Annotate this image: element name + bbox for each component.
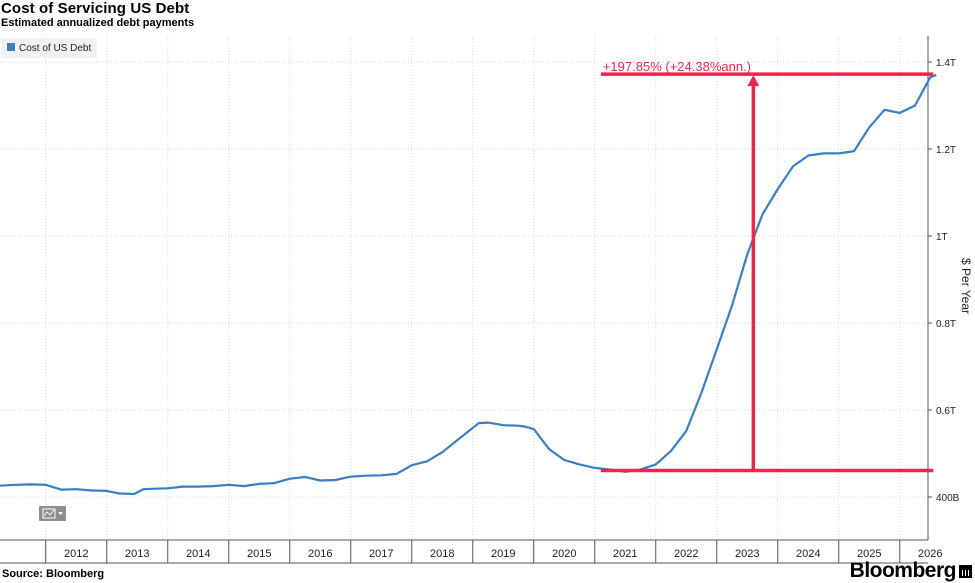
y-axis-label: $ Per Year (959, 258, 973, 314)
x-axis: 2012 2013 2014 2015 2016 2017 2018 2019 2020 2021… (0, 539, 942, 564)
y-tick-label: 1.4T (936, 58, 956, 69)
x-tick-label: 2019 (491, 548, 515, 560)
x-tick-label: 2017 (369, 548, 393, 560)
x-tick-label: 2023 (735, 548, 759, 560)
x-tick-label: 2024 (796, 548, 820, 560)
x-tick-label: 2018 (430, 548, 454, 560)
brand-name: Bloomberg (849, 559, 957, 582)
x-tick-label: 2020 (552, 548, 576, 560)
y-tick-label: 1T (936, 232, 948, 243)
chart-type-menu-button[interactable] (39, 506, 66, 521)
x-tick-label: 2016 (308, 548, 332, 560)
y-tick-labels: 400B 0.6T 0.8T 1T 1.2T 1.4T (936, 58, 960, 504)
chart-title: Cost of Servicing US Debt (1, 0, 190, 17)
legend-label: Cost of US Debt (19, 43, 91, 54)
line-chart-icon (42, 508, 56, 519)
annotation-layer: +197.85% (+24.38%ann.) (600, 59, 934, 473)
source-note: Source: Bloomberg (2, 568, 105, 580)
bloomberg-bars-icon (959, 564, 972, 578)
gridlines (0, 36, 928, 540)
x-tick-label: 2022 (674, 548, 698, 560)
chevron-down-icon (58, 512, 63, 515)
x-tick-label: 2015 (247, 548, 271, 560)
series-layer (0, 73, 937, 496)
bloomberg-logo: Bloomberg (850, 559, 972, 583)
x-tick-label: 2021 (613, 548, 637, 560)
annotation-label: +197.85% (+24.38%ann.) (603, 59, 751, 74)
legend-background (1, 38, 97, 58)
chart-subtitle: Estimated annualized debt payments (1, 17, 195, 29)
annotation-arrow-head (747, 75, 760, 87)
series-line (0, 73, 937, 496)
x-tick-label: 2026 (918, 548, 942, 560)
plot-frame (927, 36, 932, 540)
y-tick-label: 0.6T (936, 406, 956, 417)
x-tick-label: 2025 (857, 548, 881, 560)
legend-swatch (7, 43, 15, 51)
y-tick-label: 400B (936, 493, 960, 504)
legend: Cost of US Debt (1, 38, 97, 58)
x-tick-label: 2012 (64, 548, 88, 560)
chart-type-menu-background[interactable] (39, 506, 66, 521)
x-tick-label: 2013 (125, 548, 149, 560)
x-tick-label: 2014 (186, 548, 210, 560)
y-tick-label: 0.8T (936, 319, 956, 330)
y-tick-label: 1.2T (936, 145, 956, 156)
